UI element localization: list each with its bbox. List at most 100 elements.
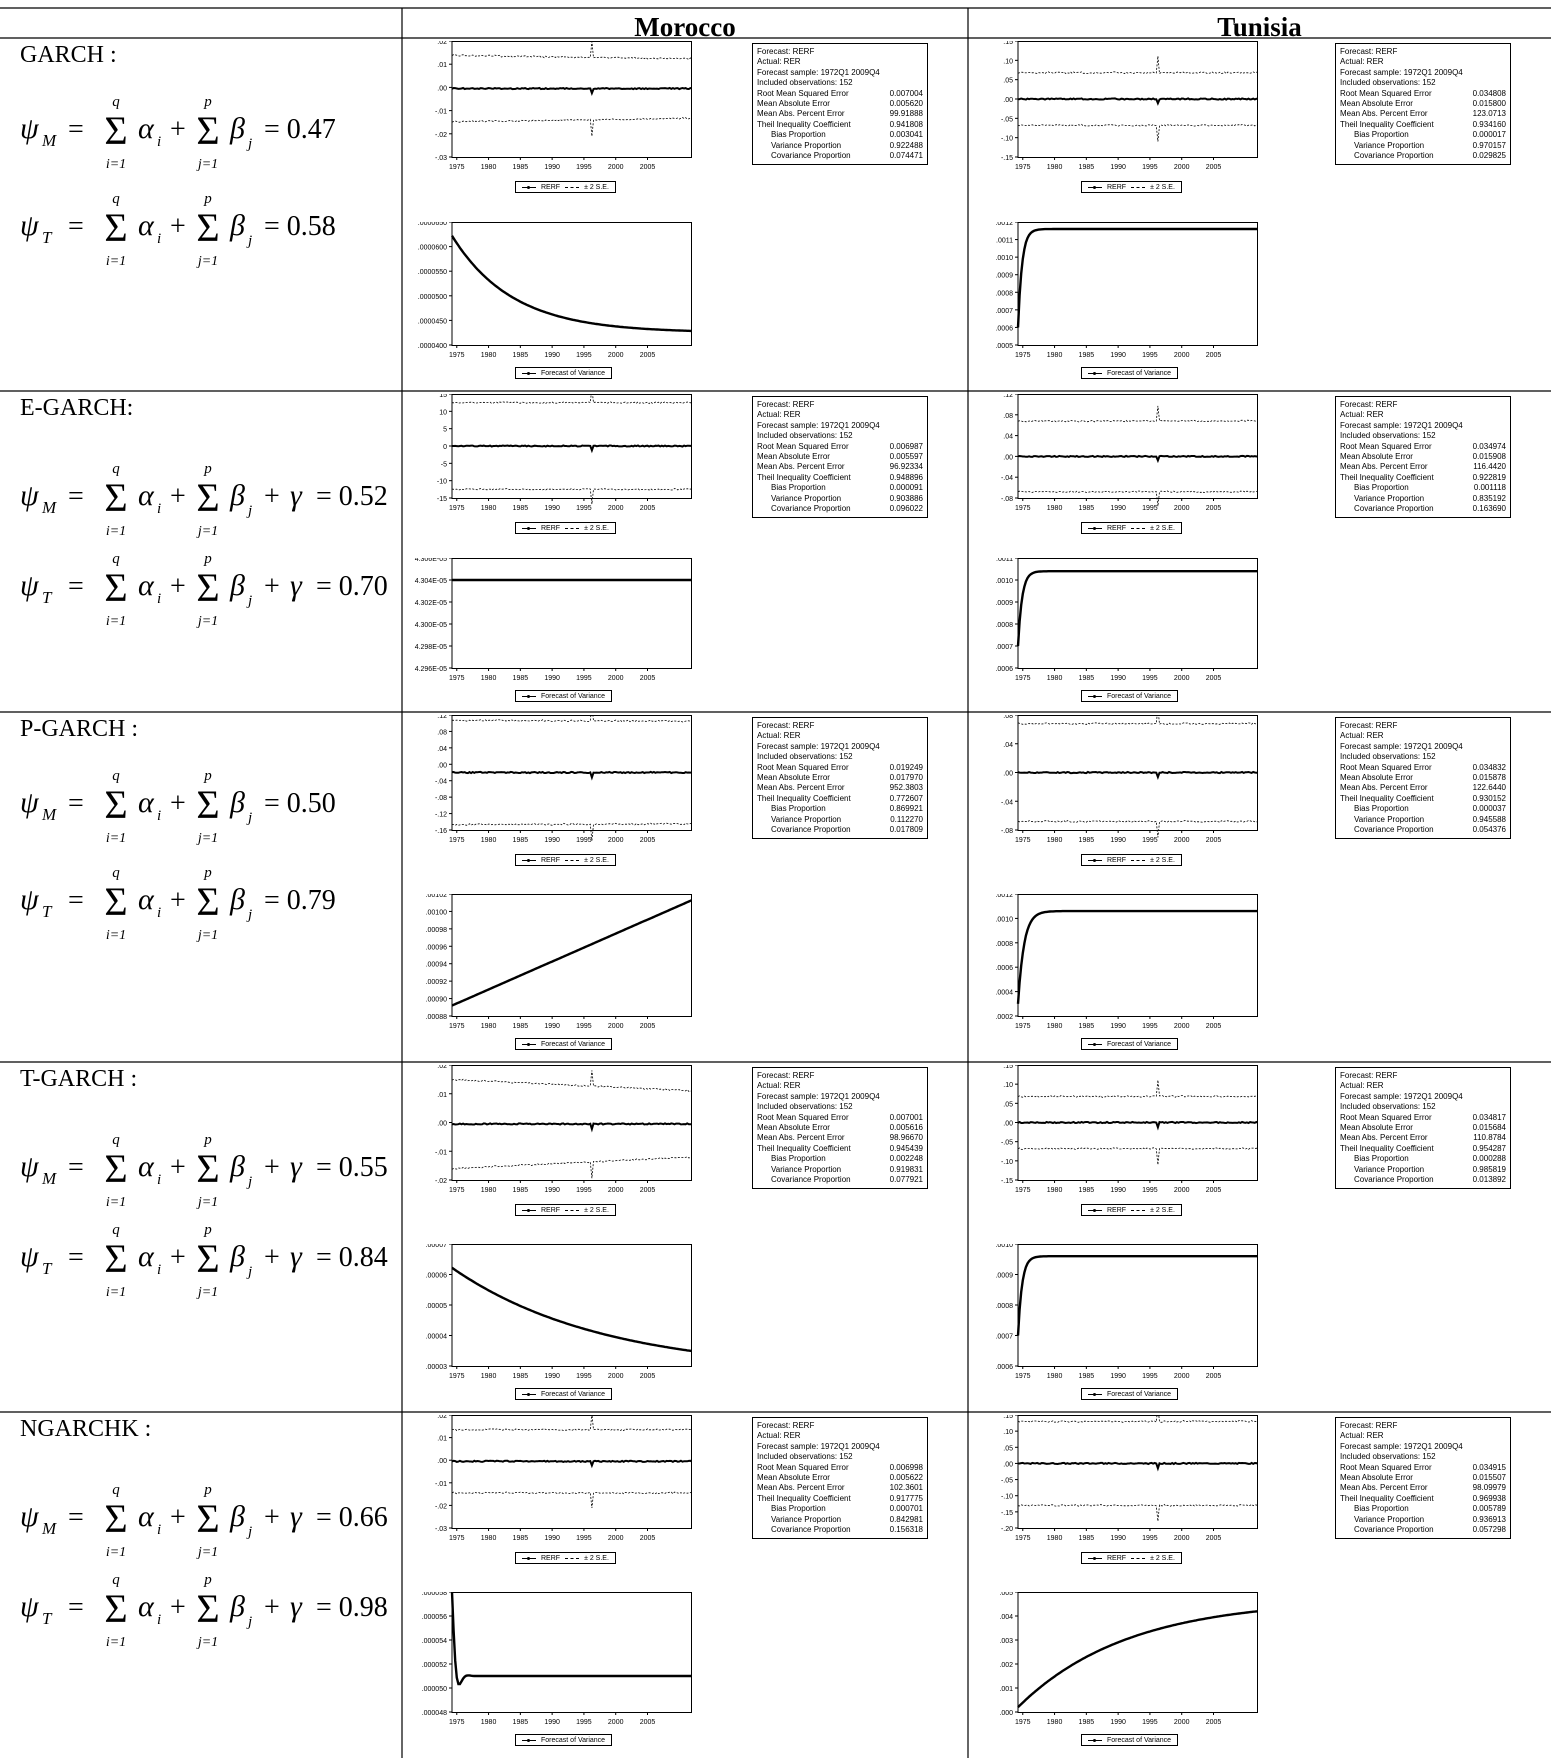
forecast-line	[1017, 454, 1258, 464]
stat-value: 0.034832	[1472, 762, 1506, 772]
psi-value: = 0.58	[264, 211, 336, 242]
variance-line	[450, 235, 692, 333]
svg-text:ψ: ψ	[20, 786, 40, 819]
stat-mae: Mean Absolute Error 0.005597	[757, 452, 923, 462]
x-tick-label: 2000	[608, 1535, 624, 1542]
x-tick-label: 1975	[449, 1187, 465, 1194]
stat-label: Forecast sample: 1972Q1 2009Q4	[757, 67, 880, 77]
y-tick-label: .04	[1003, 742, 1013, 749]
y-tick-label: .08	[437, 729, 447, 736]
tunisia-4-var-legend: Forecast of Variance	[1081, 1388, 1179, 1400]
legend-se: ± 2 S.E.	[584, 1206, 609, 1214]
legend-rerf: RERF	[1107, 856, 1127, 864]
upper-se-line	[1017, 405, 1258, 423]
stat-label: Variance Proportion	[1354, 493, 1425, 503]
stat-label: Included observations: 152	[1340, 431, 1436, 441]
tunisia-3-fc-legend: RERF ± 2 S.E.	[1081, 854, 1182, 866]
stat-label: Forecast sample: 1972Q1 2009Q4	[757, 1441, 880, 1451]
stat-value: 0.954287	[1472, 1143, 1506, 1153]
tunisia-1-fc-legend: RERF ± 2 S.E.	[1081, 181, 1182, 193]
legend-rerf: RERF	[541, 524, 561, 532]
tunisia-1-variance-chart: .0012 .0011 .0010 .0009 .0008 .0007 .0006 .0005…	[995, 222, 1258, 359]
variance-line	[1017, 1610, 1258, 1709]
y-tick-label: .0005	[995, 343, 1013, 350]
stat-bias: Bias Proportion 0.000037	[1340, 804, 1506, 814]
stat-mae: Mean Absolute Error 0.005620	[757, 99, 923, 109]
stat-value: 0.903886	[889, 493, 923, 503]
stat-value: 98.09979	[1472, 1483, 1506, 1493]
x-tick-label: 2005	[640, 1023, 656, 1030]
y-tick-label: .0010	[995, 255, 1013, 262]
stat-value: 0.112270	[890, 814, 923, 824]
y-tick-label: .00088	[426, 1014, 448, 1021]
stat-label: Mean Absolute Error	[757, 452, 830, 462]
svg-text:α: α	[138, 112, 155, 145]
stat-label: Mean Absolute Error	[1340, 1473, 1413, 1483]
legend-rerf: RERF	[541, 856, 561, 864]
x-tick-label: 1990	[1110, 1719, 1126, 1726]
stat-variance: Variance Proportion 0.903886	[757, 494, 923, 504]
svg-text:β: β	[229, 1240, 245, 1273]
x-tick-label: 1980	[481, 1535, 497, 1542]
stat-actual: Actual: RER	[1340, 410, 1506, 420]
svg-text:i=1: i=1	[106, 831, 126, 846]
stat-forecast: Forecast: RERF	[1340, 1421, 1506, 1431]
svg-text:i: i	[157, 231, 161, 247]
y-tick-label: .00102	[426, 894, 448, 899]
stat-value: 0.000037	[1472, 804, 1506, 814]
x-tick-label: 2005	[1206, 164, 1222, 171]
svg-text:=: =	[68, 1592, 84, 1623]
y-tick-label: .00096	[426, 944, 448, 951]
y-tick-label: -.15	[1001, 1178, 1013, 1185]
y-tick-label: .0008	[995, 941, 1013, 948]
x-tick-label: 2005	[640, 1373, 656, 1380]
stat-value: 952.3803	[889, 783, 923, 793]
y-tick-label: .000052	[422, 1662, 447, 1669]
forecast-line	[451, 86, 692, 96]
x-tick-label: 2000	[1174, 837, 1190, 844]
psi-value: = 0.79	[264, 885, 336, 916]
x-tick-label: 2005	[640, 1719, 656, 1726]
svg-text:i=1: i=1	[106, 157, 126, 172]
svg-text:γ: γ	[290, 1240, 303, 1273]
stat-label: Covariance Proportion	[1354, 825, 1434, 835]
y-tick-label: 10	[439, 409, 447, 416]
y-tick-label: .00006	[426, 1273, 448, 1280]
y-tick-label: .00	[437, 85, 447, 92]
y-tick-label: 15	[439, 394, 447, 399]
svg-text:Σ: Σ	[196, 205, 219, 250]
stat-value: 0.001118	[1473, 483, 1506, 493]
stat-value: 0.163690	[1472, 504, 1506, 514]
y-tick-label: 4.304E-05	[415, 578, 447, 585]
x-tick-label: 1990	[544, 505, 560, 512]
stat-label: Variance Proportion	[771, 1164, 842, 1174]
stat-value: 0.936913	[1472, 1514, 1506, 1524]
stat-value: 0.922819	[1472, 472, 1506, 482]
stat-covariance: Covariance Proportion 0.029825	[1340, 151, 1506, 161]
svg-text:j: j	[246, 233, 252, 249]
morocco-4-var-legend: Forecast of Variance	[515, 1388, 613, 1400]
y-tick-label: -.10	[1001, 1159, 1013, 1166]
stat-label: Theil Inequality Coefficient	[757, 472, 851, 482]
svg-text:i=1: i=1	[106, 1195, 126, 1210]
svg-text:Σ: Σ	[196, 1236, 219, 1281]
variance-line	[1016, 570, 1258, 647]
stat-label: Theil Inequality Coefficient	[1340, 1493, 1434, 1503]
formula-psi-m: ψ M = Σq i=1 α i + Σp j=1 β j = 0.50	[20, 768, 336, 846]
stat-obs: Included observations: 152	[1340, 752, 1506, 762]
svg-text:q: q	[112, 94, 120, 110]
stat-value: 98.96670	[889, 1133, 923, 1143]
y-tick-label: .0007	[995, 644, 1013, 651]
stat-label: Root Mean Squared Error	[1340, 1462, 1432, 1472]
x-tick-label: 1995	[576, 675, 592, 682]
x-tick-label: 1995	[576, 505, 592, 512]
stat-label: Forecast sample: 1972Q1 2009Q4	[757, 741, 880, 751]
stat-value: 0.970157	[1472, 140, 1506, 150]
y-tick-label: 4.300E-05	[415, 622, 447, 629]
svg-text:α: α	[138, 1240, 155, 1273]
svg-text:Σ: Σ	[196, 879, 219, 924]
y-tick-label: .0010	[995, 916, 1013, 923]
svg-text:i=1: i=1	[106, 614, 126, 629]
